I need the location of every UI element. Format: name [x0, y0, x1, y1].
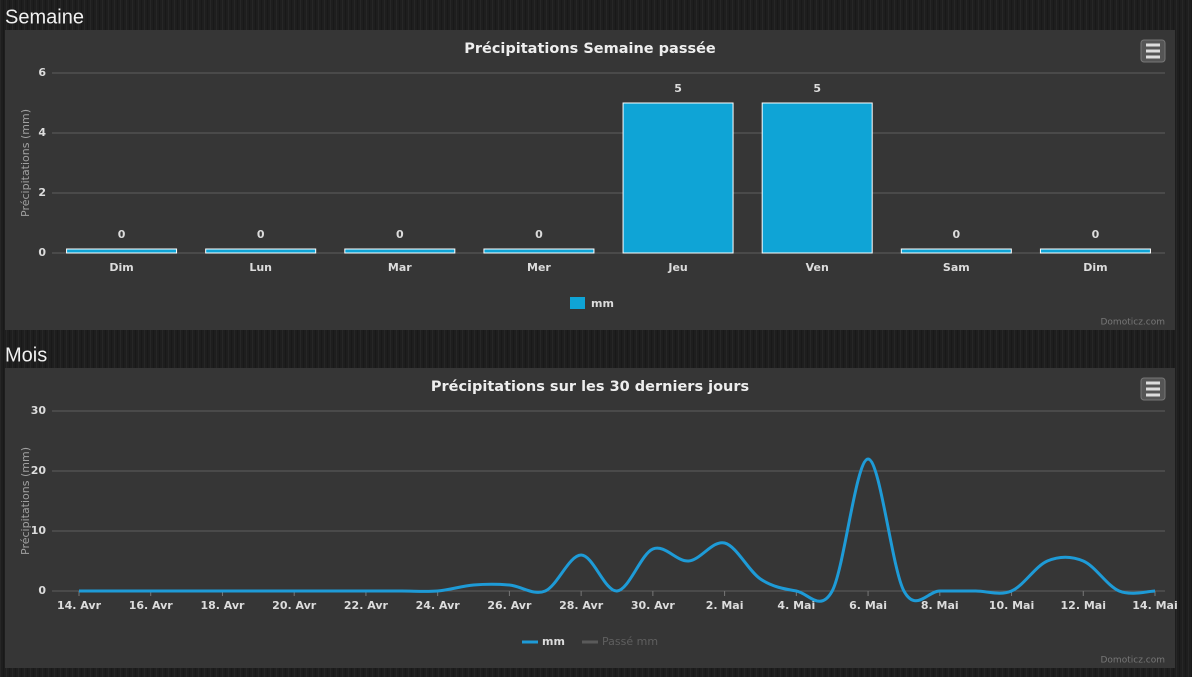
y-tick-label: 0	[38, 584, 46, 597]
legend-label[interactable]: mm	[591, 297, 614, 310]
menu-icon-bar[interactable]	[1146, 393, 1160, 397]
data-label: 0	[118, 228, 126, 241]
chart-title: Précipitations Semaine passée	[464, 41, 716, 57]
x-tick-label: Lun	[249, 261, 272, 274]
x-tick-label: 14. Avr	[57, 599, 102, 612]
legend-item[interactable]: mm	[570, 297, 614, 310]
chart-panel: Précipitations sur les 30 derniers jours…	[5, 368, 1178, 668]
x-tick-label: 22. Avr	[344, 599, 389, 612]
chart-panel: Précipitations Semaine passée Précipitati…	[5, 30, 1175, 330]
panel-background	[5, 368, 1175, 668]
x-tick-label: Jeu	[667, 261, 687, 274]
credits: Domoticz.com	[1101, 656, 1166, 666]
x-tick-label: 10. Mai	[989, 599, 1034, 612]
legend-item[interactable]: mm	[522, 635, 565, 648]
legend-label[interactable]: Passé mm	[602, 635, 658, 648]
menu-button[interactable]	[1140, 39, 1166, 63]
section-title: Semaine	[5, 6, 84, 28]
x-tick-label: 16. Avr	[129, 599, 174, 612]
section-title: Mois	[5, 344, 47, 366]
panel-background	[5, 30, 1175, 330]
bar	[483, 248, 595, 254]
menu-icon-bar[interactable]	[1146, 55, 1160, 59]
bar	[205, 248, 317, 254]
x-tick-label: 8. Mai	[921, 599, 959, 612]
data-label: 0	[535, 228, 543, 241]
data-label: 0	[1092, 228, 1100, 241]
data-label: 0	[396, 228, 404, 241]
x-tick-label: Mer	[527, 261, 551, 274]
y-tick-label: 30	[31, 404, 47, 417]
data-label: 5	[813, 82, 821, 95]
y-axis-title: Précipitations (mm)	[19, 447, 32, 555]
y-tick-label: 10	[31, 524, 47, 537]
x-tick-label: 20. Avr	[272, 599, 317, 612]
menu-icon-bar[interactable]	[1146, 49, 1160, 53]
bar	[66, 248, 178, 254]
x-tick-label: Dim	[1083, 261, 1107, 274]
menu-icon-bar[interactable]	[1146, 43, 1160, 47]
x-tick-label: Sam	[943, 261, 970, 274]
x-tick-label: 12. Mai	[1061, 599, 1106, 612]
y-tick-label: 20	[31, 464, 47, 477]
x-tick-label: 30. Avr	[631, 599, 676, 612]
x-tick-label: 14. Mai	[1132, 599, 1177, 612]
x-tick-label: 4. Mai	[777, 599, 815, 612]
y-tick-label: 0	[38, 246, 46, 259]
x-tick-label: 2. Mai	[706, 599, 744, 612]
data-label: 5	[674, 82, 682, 95]
x-tick-label: Dim	[109, 261, 133, 274]
x-tick-label: 6. Mai	[849, 599, 887, 612]
y-tick-label: 4	[38, 126, 46, 139]
x-tick-label: Ven	[806, 261, 829, 274]
y-axis-title: Précipitations (mm)	[19, 109, 32, 217]
legend-swatch[interactable]	[570, 297, 585, 309]
data-label: 0	[952, 228, 960, 241]
x-tick-label: 26. Avr	[487, 599, 532, 612]
bar	[761, 102, 873, 254]
x-tick-label: 28. Avr	[559, 599, 604, 612]
data-label: 0	[257, 228, 265, 241]
bar	[1039, 248, 1151, 254]
x-tick-label: Mar	[388, 261, 412, 274]
credits: Domoticz.com	[1101, 318, 1166, 328]
bar	[344, 248, 456, 254]
y-tick-label: 2	[38, 186, 46, 199]
line-series	[78, 457, 1156, 603]
x-tick-label: 24. Avr	[416, 599, 461, 612]
menu-icon-bar[interactable]	[1146, 387, 1160, 391]
legend-label[interactable]: mm	[542, 635, 565, 648]
y-tick-label: 6	[38, 66, 46, 79]
menu-icon-bar[interactable]	[1146, 381, 1160, 385]
x-tick-label: 18. Avr	[200, 599, 245, 612]
chart-title: Précipitations sur les 30 derniers jours	[431, 379, 749, 395]
menu-button[interactable]	[1140, 377, 1166, 401]
legend-item[interactable]: Passé mm	[582, 635, 658, 648]
bar	[622, 102, 734, 254]
bar	[900, 248, 1012, 254]
